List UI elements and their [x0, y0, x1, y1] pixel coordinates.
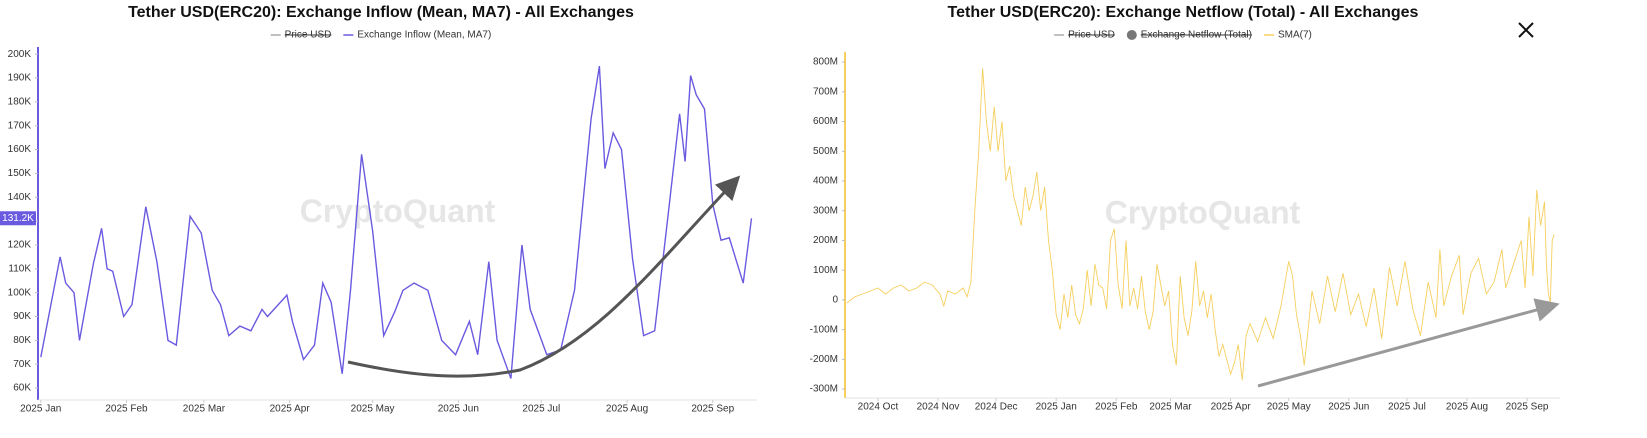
y-tick-label: 60K: [13, 383, 31, 394]
y-tick-label: 500M: [813, 146, 838, 157]
legend-marker: [1126, 30, 1137, 40]
legend: Price USD Exchange Inflow (Mean, MA7): [270, 30, 491, 41]
x-tick-label: 2025 Jun: [1328, 402, 1369, 413]
legend-label: Price USD: [285, 30, 332, 41]
x-tick-label: 2024 Oct: [858, 402, 899, 413]
close-icon: [1518, 22, 1534, 38]
x-tick-label: 2025 Jun: [438, 404, 479, 415]
data-line: [40, 65, 753, 379]
y-tick-label: -200M: [810, 354, 838, 365]
y-tick-label: 170K: [8, 120, 32, 131]
current-value-badge: [0, 211, 36, 226]
y-tick-label: 300M: [813, 205, 838, 216]
y-tick-label: 200K: [8, 49, 32, 60]
y-tick-label: 90K: [13, 311, 31, 322]
data-line: [846, 68, 1555, 381]
y-tick-label: 600M: [813, 116, 838, 127]
y-tick-label: 100K: [8, 287, 32, 298]
legend: Price USD Exchange Netflow (Total) SMA(7): [1054, 30, 1312, 41]
y-tick-label: 190K: [8, 73, 32, 84]
x-tick-label: 2025 Feb: [105, 404, 148, 415]
x-tick-label: 2025 Apr: [1211, 402, 1252, 413]
y-tick-label: 200M: [813, 235, 838, 246]
chart-title: Tether USD(ERC20): Exchange Inflow (Mean…: [128, 4, 634, 21]
y-tick-label: 100M: [813, 265, 838, 276]
legend-label: Price USD: [1068, 30, 1115, 41]
close-button[interactable]: [1518, 22, 1534, 38]
y-tick-label: 800M: [813, 57, 838, 68]
x-tick-label: 2025 Mar: [1149, 402, 1192, 413]
y-tick-label: 180K: [8, 96, 32, 107]
current-value-label: 131.2K: [2, 213, 34, 224]
x-tick-label: 2025 Jul: [1388, 402, 1426, 413]
y-tick-label: -100M: [810, 324, 838, 335]
legend-label: Exchange Netflow (Total): [1141, 30, 1252, 41]
x-tick-label: 2025 Feb: [1095, 402, 1138, 413]
y-tick-label: 120K: [8, 240, 32, 251]
x-tick-label: 2025 Jan: [20, 404, 61, 415]
x-tick-label: 2025 May: [1267, 402, 1311, 413]
y-tick-label: 0: [832, 295, 838, 306]
x-tick-label: 2025 Jan: [1036, 402, 1077, 413]
y-tick-label: 140K: [8, 192, 32, 203]
legend-label: SMA(7): [1278, 30, 1312, 41]
y-tick-label: 160K: [8, 144, 32, 155]
chart-title: Tether USD(ERC20): Exchange Netflow (Tot…: [948, 4, 1419, 21]
legend-label: Exchange Inflow (Mean, MA7): [357, 30, 491, 41]
x-tick-label: 2024 Dec: [975, 402, 1018, 413]
x-tick-label: 2025 Aug: [606, 404, 648, 415]
x-tick-label: 2025 Sep: [691, 404, 734, 415]
y-tick-label: 110K: [8, 263, 31, 274]
watermark: CryptoQuant: [300, 193, 496, 229]
x-tick-label: 2024 Nov: [917, 402, 960, 413]
x-tick-label: 2025 May: [351, 404, 395, 415]
charts: Tether USD(ERC20): Exchange Inflow (Mean…: [0, 4, 1560, 415]
x-tick-label: 2025 Mar: [183, 404, 226, 415]
y-tick-label: 700M: [813, 86, 838, 97]
trend-arrow: [1257, 298, 1560, 388]
x-tick-label: 2025 Aug: [1446, 402, 1488, 413]
trend-arrow: [347, 175, 741, 378]
x-tick-label: 2025 Sep: [1506, 402, 1549, 413]
y-tick-label: 400M: [813, 176, 838, 187]
watermark: CryptoQuant: [1105, 194, 1301, 230]
y-tick-label: 70K: [13, 359, 31, 370]
y-tick-label: 150K: [8, 168, 32, 179]
y-tick-label: -300M: [810, 384, 838, 395]
y-tick-label: 80K: [13, 335, 31, 346]
x-tick-label: 2025 Apr: [270, 404, 311, 415]
x-tick-label: 2025 Jul: [522, 404, 560, 415]
